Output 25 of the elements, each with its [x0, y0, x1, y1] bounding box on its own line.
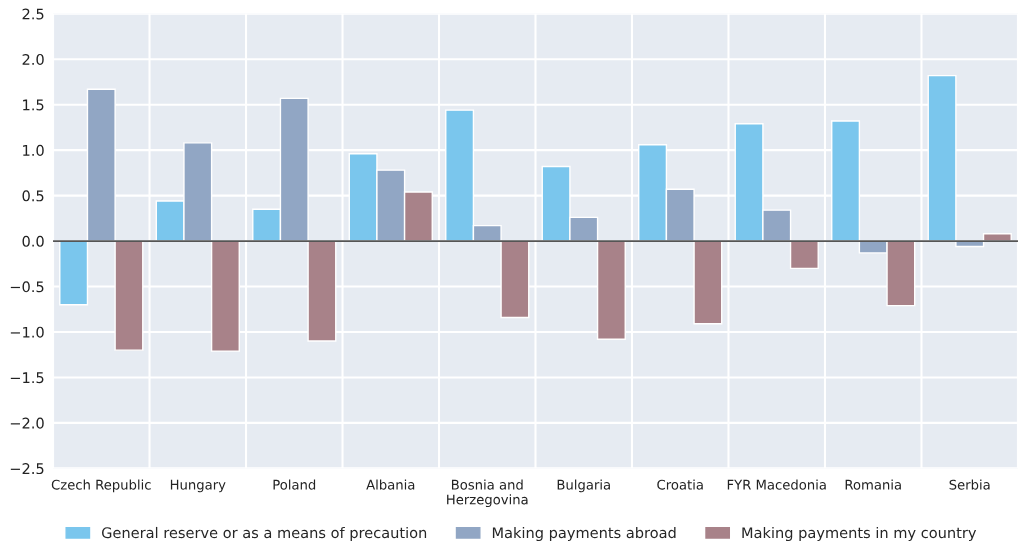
- legend-label: Making payments in my country: [742, 526, 977, 542]
- x-tick-label: Bosnia and Herzegovina: [447, 479, 528, 508]
- legend-label: Making payments abroad: [492, 526, 676, 542]
- x-tick-label: Croatia: [657, 479, 703, 490]
- y-tick-label: 2.5: [22, 8, 44, 20]
- y-tick-label: 1.5: [23, 99, 44, 111]
- x-tick-label: Albania: [366, 479, 415, 490]
- legend-label: General reserve or as a means of precaution: [101, 526, 427, 542]
- x-tick-label: FYR Macedonia: [727, 479, 826, 490]
- y-tick-label: 0.0: [22, 235, 44, 247]
- x-tick-label: Poland: [273, 479, 316, 490]
- y-tick-label: 1.0: [23, 144, 44, 156]
- y-tick-label: −1.5: [10, 372, 44, 384]
- x-tick-label: Serbia: [949, 479, 990, 490]
- y-tick-label: −0.5: [10, 281, 44, 293]
- y-tick-label: 0.5: [22, 190, 44, 202]
- x-tick-label: Romania: [845, 479, 901, 490]
- x-tick-label: Bulgaria: [557, 479, 610, 493]
- y-tick-label: −2.0: [10, 417, 44, 429]
- y-tick-label: −2.5: [10, 463, 44, 475]
- y-tick-label: −1.0: [10, 326, 44, 338]
- x-tick-label: Czech Republic: [51, 479, 151, 493]
- bar: [789, 240, 819, 270]
- x-tick-label: Hungary: [170, 479, 226, 493]
- y-tick-label: 2.0: [22, 53, 44, 65]
